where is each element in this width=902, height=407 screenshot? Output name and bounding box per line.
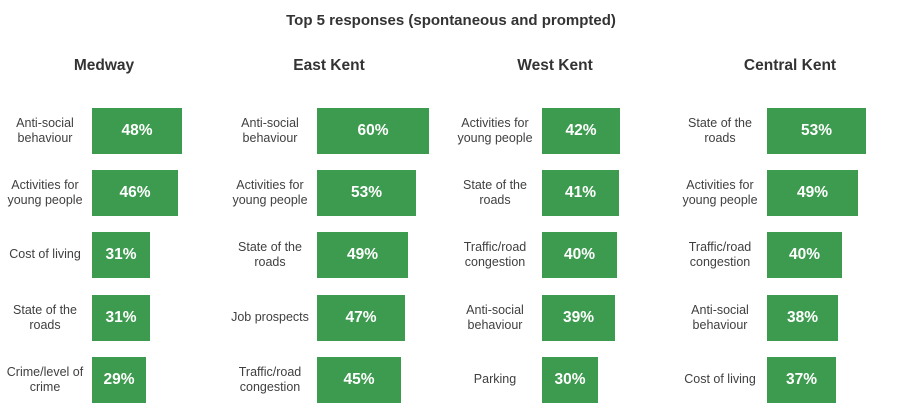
panel-title: Central Kent — [743, 57, 837, 74]
bar-value-label: 37% — [785, 371, 818, 388]
panel-central-kent: Central Kent State of the roads 53% Activit… — [675, 0, 900, 403]
bar: 40% — [542, 232, 617, 278]
bar: 30% — [542, 357, 598, 403]
category-label: Activities for young people — [457, 115, 533, 146]
bar-value-label: 31% — [105, 309, 137, 326]
bar-value-label: 40% — [563, 246, 596, 263]
bar-value-label: 42% — [565, 122, 597, 139]
bar-value-label: 41% — [564, 184, 597, 201]
category-label: Cost of living — [684, 372, 756, 387]
bar: 53% — [767, 108, 866, 154]
bar: 42% — [542, 108, 620, 154]
bar-value-label: 45% — [343, 371, 375, 388]
panel-medway: Medway Anti-social behaviour 48% Activities… — [0, 0, 225, 403]
bar: 47% — [317, 295, 405, 341]
bar: 31% — [92, 232, 150, 278]
bar: 37% — [767, 357, 836, 403]
bar-value-label: 53% — [800, 122, 833, 139]
category-label: State of the roads — [463, 177, 527, 208]
category-label: Traffic/road congestion — [238, 364, 302, 395]
bar-value-label: 60% — [357, 122, 389, 139]
bar: 48% — [92, 108, 182, 154]
category-label: State of the roads — [13, 302, 77, 333]
bar: 53% — [317, 170, 416, 216]
bar: 46% — [92, 170, 178, 216]
bar: 45% — [317, 357, 401, 403]
category-label: Crime/level of crime — [6, 364, 84, 395]
category-label: Anti-social behaviour — [466, 302, 524, 333]
category-label: Traffic/road congestion — [463, 239, 527, 270]
bar: 41% — [542, 170, 619, 216]
bar-value-label: 38% — [786, 309, 819, 326]
category-label: Anti-social behaviour — [691, 302, 749, 333]
bar: 39% — [542, 295, 615, 341]
bar: 38% — [767, 295, 838, 341]
category-label: Activities for young people — [682, 177, 758, 208]
panel-east-kent: East Kent Anti-social behaviour 60% Activit… — [225, 0, 450, 403]
bar-value-label: 29% — [103, 371, 135, 388]
category-label: Anti-social behaviour — [16, 115, 74, 146]
bar-value-label: 46% — [119, 184, 151, 201]
bar: 60% — [317, 108, 429, 154]
category-label: Traffic/road congestion — [688, 239, 752, 270]
category-label: State of the roads — [238, 239, 302, 270]
bar-value-label: 49% — [346, 246, 379, 263]
category-label: Activities for young people — [232, 177, 308, 208]
bar: 49% — [317, 232, 408, 278]
panel-title: East Kent — [293, 57, 365, 74]
bar-value-label: 31% — [105, 246, 137, 263]
panel-title: West Kent — [517, 57, 593, 74]
bar-value-label: 48% — [121, 122, 153, 139]
bar-value-label: 30% — [554, 371, 586, 388]
bar: 49% — [767, 170, 858, 216]
category-label: Job prospects — [231, 310, 309, 325]
bar: 40% — [767, 232, 842, 278]
bar-value-label: 47% — [345, 309, 377, 326]
bar-value-label: 53% — [350, 184, 383, 201]
bar: 29% — [92, 357, 146, 403]
category-label: Parking — [473, 372, 517, 387]
bar-value-label: 40% — [788, 246, 821, 263]
bar-value-label: 39% — [562, 309, 595, 326]
panel-west-kent: West Kent Activities for young people 42% S… — [450, 0, 675, 403]
category-label: Cost of living — [9, 247, 81, 262]
category-label: Anti-social behaviour — [241, 115, 299, 146]
category-label: Activities for young people — [7, 177, 83, 208]
category-label: State of the roads — [688, 115, 752, 146]
chart-title: Top 5 responses (spontaneous and prompte… — [286, 12, 616, 29]
panel-title: Medway — [73, 57, 135, 74]
bar-value-label: 49% — [796, 184, 829, 201]
bar: 31% — [92, 295, 150, 341]
